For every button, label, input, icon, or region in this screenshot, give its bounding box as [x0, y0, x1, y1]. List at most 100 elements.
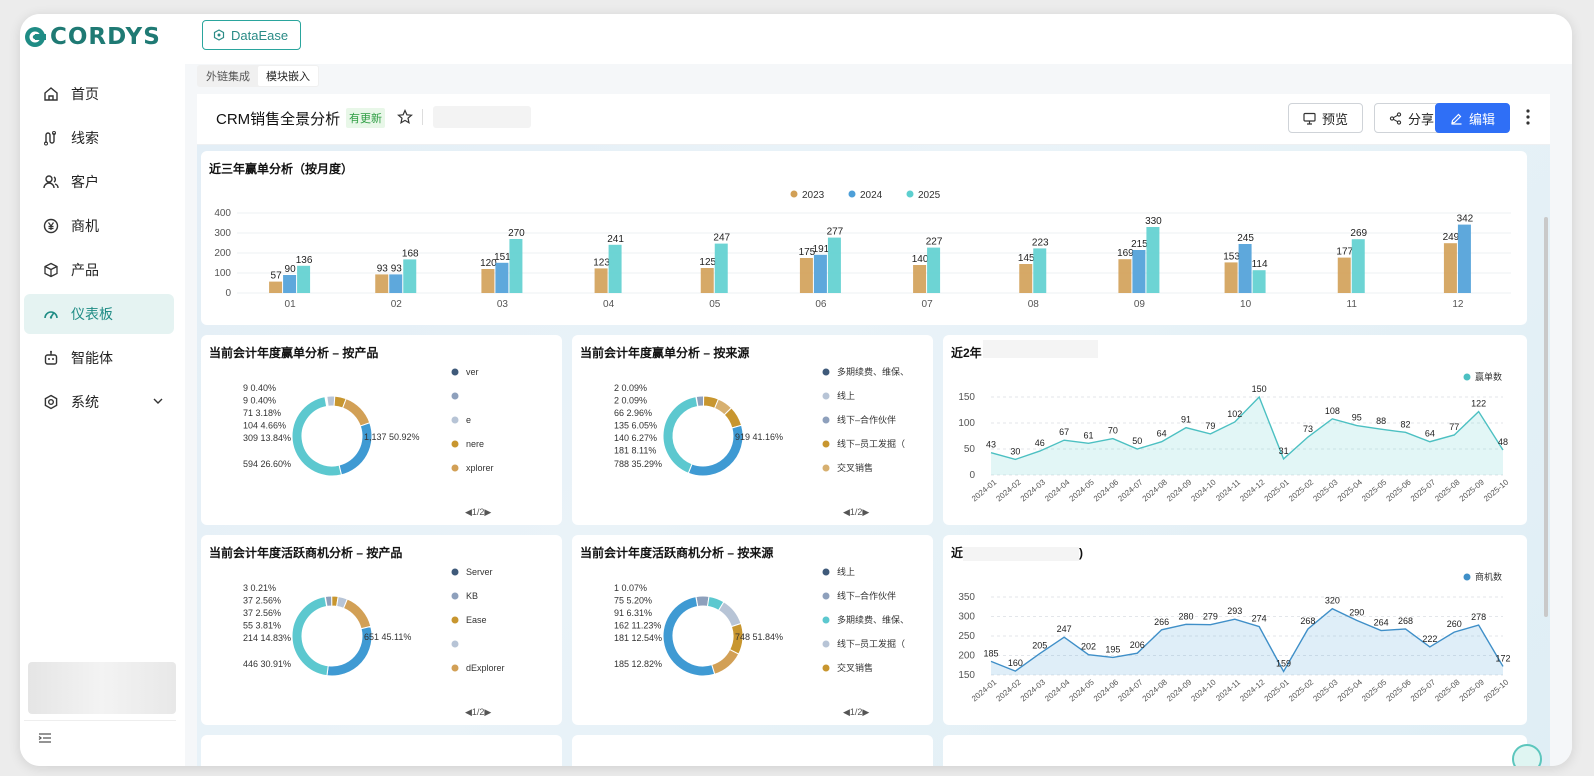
vertical-scrollbar[interactable] — [1544, 217, 1548, 617]
app-logo[interactable]: CORDYS — [24, 24, 161, 50]
more-menu-icon[interactable] — [1526, 109, 1530, 128]
legend-marker — [822, 440, 830, 448]
bar-data-label: 123 — [593, 257, 610, 268]
x-tick-label: 2024-11 — [1214, 477, 1242, 503]
chart-title: 当前会计年度赢单分析 – 按来源 — [580, 346, 750, 360]
legend-label: 线下–合作伙伴 — [837, 590, 896, 601]
x-tick-label: 2025-10 — [1482, 477, 1511, 503]
x-tick-label: 2025-07 — [1409, 677, 1438, 703]
legend-label: 多期续费、维保、 — [837, 366, 909, 377]
tab-external-link[interactable]: 外链集成 — [206, 71, 250, 83]
collapse-sidebar-icon[interactable] — [38, 732, 52, 747]
slice-label: 446 30.91% — [243, 659, 291, 669]
legend-label: 多期续费、维保、 — [837, 614, 909, 625]
chart-panel-partial — [943, 735, 1527, 766]
edit-button[interactable]: 编辑 — [1434, 103, 1510, 133]
x-tick-label: 12 — [1452, 299, 1464, 310]
x-tick-label: 2025-05 — [1360, 477, 1389, 503]
point-data-label: 73 — [1303, 424, 1313, 434]
slice-label: 162 11.23% — [614, 621, 661, 631]
tab-module-embed[interactable]: 模块嵌入 — [258, 66, 318, 86]
point-data-label: 290 — [1349, 607, 1364, 617]
legend-pager[interactable]: ◀1/2▶ — [843, 707, 870, 717]
sidebar-item-agent[interactable]: 智能体 — [24, 338, 174, 378]
series-line — [990, 395, 1504, 461]
sidebar-item-dashboard[interactable]: 仪表板 — [24, 294, 174, 334]
chart-title-start: 近 — [951, 546, 964, 560]
sidebar-item-leads[interactable]: 线索 — [24, 118, 174, 158]
sidebar-item-home[interactable]: 首页 — [24, 74, 174, 114]
bar-data-label: 151 — [494, 252, 511, 263]
legend-label: 线下–合作伙伴 — [837, 414, 896, 425]
point-data-label: 95 — [1352, 413, 1362, 423]
y-tick-label: 300 — [214, 228, 231, 239]
bar-data-label: 140 — [912, 254, 929, 265]
bar — [714, 243, 728, 293]
point-data-label: 50 — [1132, 436, 1142, 446]
point-data-label: 122 — [1471, 399, 1486, 409]
bar-data-label: 269 — [1350, 228, 1367, 239]
legend-label: e — [466, 415, 471, 425]
legend-label: 线下–员工发掘（ — [837, 638, 905, 649]
x-tick-label: 2024-09 — [1165, 477, 1194, 503]
sidebar-item-system[interactable]: 系统 — [24, 382, 174, 422]
bar — [1252, 270, 1266, 293]
chart-panel-partial — [572, 735, 933, 766]
y-tick-label: 200 — [958, 651, 975, 662]
pie-slice — [326, 395, 336, 407]
bar-data-label: 120 — [480, 258, 497, 269]
bar — [269, 281, 283, 293]
assistant-bubble-icon[interactable] — [1512, 744, 1542, 766]
sidebar-item-customer[interactable]: 客户 — [24, 162, 174, 202]
legend-pager[interactable]: ◀1/2▶ — [843, 507, 870, 517]
bar-data-label: 227 — [926, 237, 943, 248]
legend-label: 2024 — [860, 190, 883, 201]
x-tick-label: 2025-01 — [1263, 677, 1292, 703]
slice-label: 748 51.84% — [735, 632, 783, 642]
top-bar: DataEase — [185, 14, 1572, 64]
x-tick-label: 2025-04 — [1336, 677, 1365, 703]
point-data-label: 150 — [1252, 384, 1267, 394]
point-data-label: 266 — [1154, 617, 1169, 627]
sidebar-item-opportunity[interactable]: 商机 — [24, 206, 174, 246]
bar — [1443, 243, 1457, 293]
sidebar-divider — [24, 720, 176, 721]
slice-label: 2 0.09% — [614, 396, 647, 406]
dataease-button[interactable]: DataEase — [202, 20, 302, 50]
legend-marker — [1463, 373, 1471, 381]
dashboard-header: CRM销售全景分析 有更新 预览 分享 编辑 — [197, 94, 1550, 145]
bar-data-label: 342 — [1457, 214, 1474, 225]
user-profile[interactable] — [28, 662, 176, 714]
x-tick-label: 11 — [1347, 299, 1358, 310]
legend-pager[interactable]: ◀1/2▶ — [465, 507, 492, 517]
preview-button[interactable]: 预览 — [1287, 103, 1363, 133]
legend-label: 线下–员工发掘（ — [837, 438, 905, 449]
bar-data-label: 277 — [827, 227, 844, 238]
legend-marker — [451, 664, 459, 672]
legend-marker — [451, 392, 459, 400]
bar — [927, 247, 941, 293]
hexagon-icon — [213, 29, 225, 41]
slice-label: 75 5.20% — [614, 596, 652, 606]
legend-marker — [451, 440, 459, 448]
point-data-label: 195 — [1105, 644, 1120, 654]
chart-panel-wins-by-source: 当前会计年度赢单分析 – 按来源 2 0.09% 2 0.09% 66 2.96% 1… — [572, 335, 933, 525]
legend-marker — [451, 592, 459, 600]
bar-data-label: 125 — [699, 257, 716, 268]
redacted-title — [963, 546, 1080, 561]
sidebar-item-product[interactable]: 产品 — [24, 250, 174, 290]
bar-data-label: 249 — [1443, 232, 1460, 243]
y-tick-label: 100 — [958, 418, 975, 429]
slice-label: 651 45.11% — [364, 632, 411, 642]
slice-label: 9 0.40% — [243, 383, 276, 393]
bar — [913, 265, 927, 293]
x-tick-label: 2024-03 — [1019, 477, 1048, 503]
legend-pager[interactable]: ◀1/2▶ — [465, 707, 492, 717]
legend-marker — [822, 416, 830, 424]
area-chart: 150 200 250 300 350 185 160 205 247 202 195 206 266 2… — [958, 571, 1510, 703]
point-data-label: 31 — [1279, 446, 1289, 456]
star-icon[interactable] — [397, 109, 413, 128]
x-tick-label: 2024-04 — [1043, 677, 1072, 703]
point-data-label: 247 — [1057, 624, 1072, 634]
bar — [608, 244, 622, 293]
